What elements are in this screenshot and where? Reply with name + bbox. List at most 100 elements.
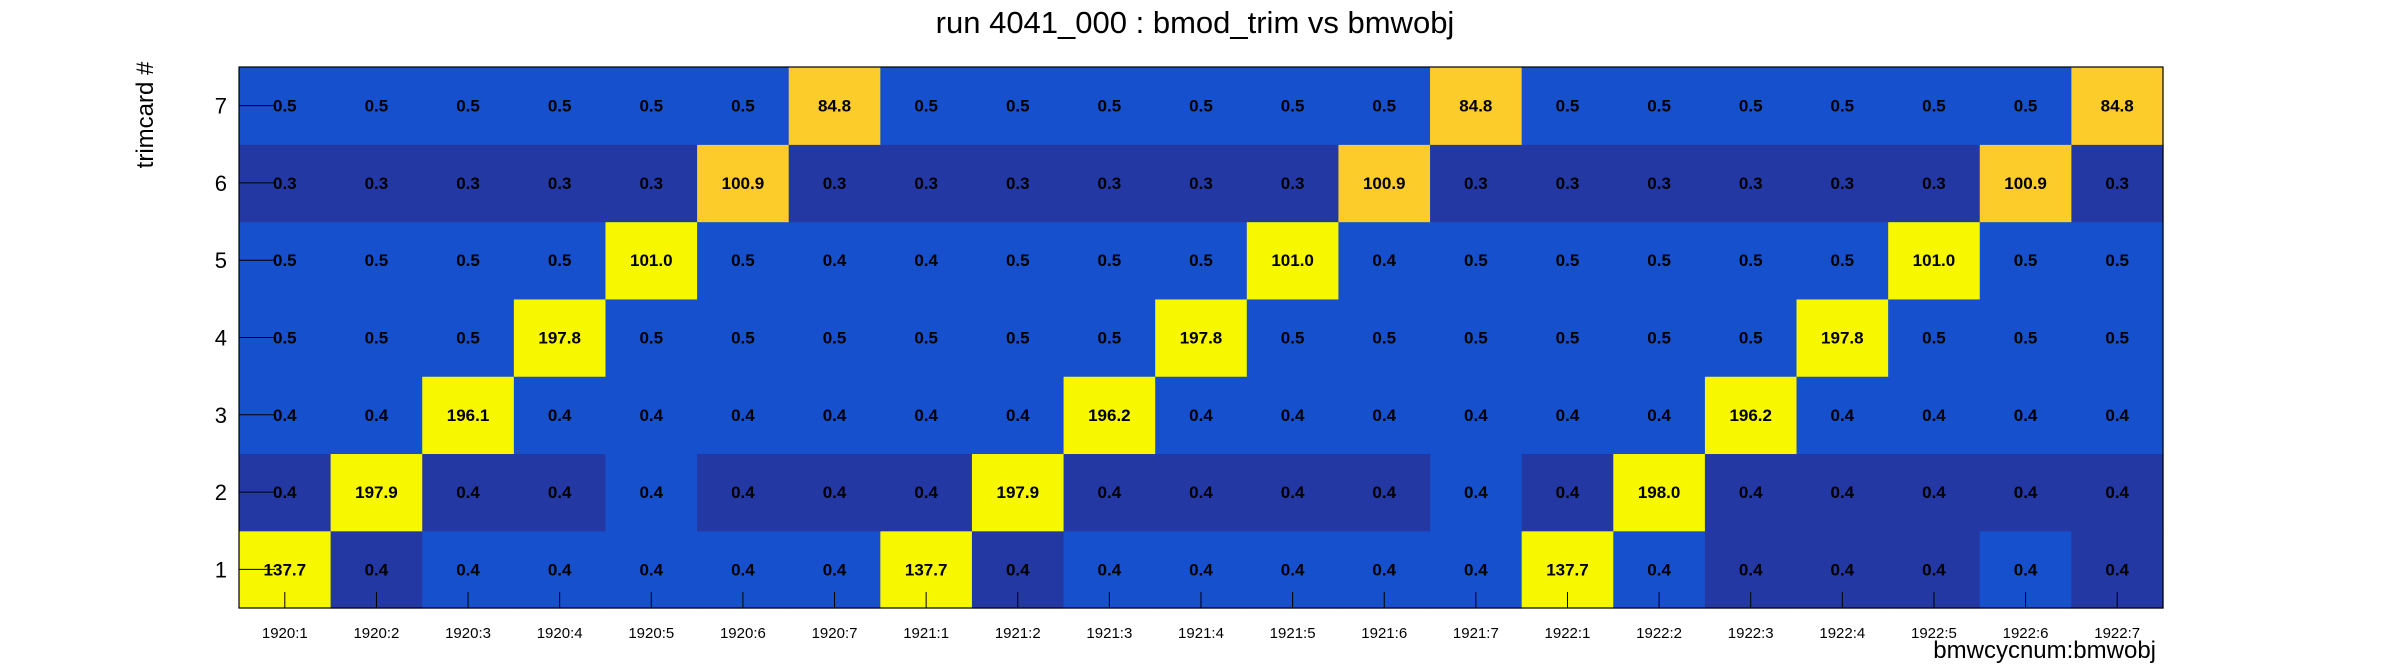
heatmap-cell — [697, 376, 790, 455]
cell-value-label: 0.4 — [1831, 483, 1855, 502]
cell-value-label: 0.5 — [639, 329, 663, 348]
cell-value-label: 0.4 — [731, 560, 755, 579]
heatmap-cell — [1979, 144, 2072, 223]
heatmap-cell — [1063, 67, 1156, 145]
cell-value-label: 0.5 — [548, 251, 572, 270]
cell-value-label: 0.5 — [1464, 329, 1488, 348]
cell-value-label: 0.3 — [1647, 174, 1671, 193]
cell-value-label: 0.4 — [914, 251, 938, 270]
x-tick-label: 1920:7 — [812, 625, 858, 642]
cell-value-label: 101.0 — [1271, 251, 1314, 270]
cell-value-label: 0.5 — [1831, 97, 1855, 116]
heatmap-cell — [1246, 144, 1340, 223]
heatmap-cell — [1430, 144, 1523, 223]
x-tick-label: 1920:6 — [720, 625, 766, 642]
y-tick-label: 5 — [215, 248, 227, 273]
cell-value-label: 197.8 — [538, 329, 581, 348]
cell-value-label: 0.4 — [1922, 483, 1946, 502]
x-tick-label: 1922:6 — [2003, 625, 2049, 642]
cell-value-label: 0.4 — [1189, 483, 1213, 502]
cell-value-label: 137.7 — [905, 560, 948, 579]
cell-value-label: 0.5 — [2014, 329, 2038, 348]
cell-value-label: 0.4 — [456, 560, 480, 579]
cell-value-label: 0.4 — [548, 483, 572, 502]
cell-value-label: 0.5 — [731, 251, 755, 270]
cell-value-label: 196.2 — [1729, 406, 1772, 425]
heatmap-cell — [1155, 67, 1248, 145]
heatmap-cell — [1796, 453, 1889, 532]
cell-value-label: 0.5 — [548, 97, 572, 116]
heatmap-cell — [1704, 376, 1798, 455]
heatmap-cell — [1521, 67, 1614, 145]
heatmap-cell — [330, 453, 423, 532]
cell-value-label: 84.8 — [1459, 97, 1492, 116]
cell-value-label: 0.4 — [639, 406, 663, 425]
cell-value-label: 0.4 — [639, 483, 663, 502]
heatmap-cell — [1155, 144, 1248, 223]
cell-value-label: 197.8 — [1180, 329, 1223, 348]
cell-value-label: 0.4 — [1556, 483, 1580, 502]
cell-value-label: 0.4 — [273, 483, 297, 502]
heatmap-cell — [971, 376, 1065, 455]
heatmap-cell — [1521, 221, 1614, 300]
heatmap-cell — [1155, 453, 1248, 532]
cell-value-label: 0.3 — [548, 174, 572, 193]
heatmap-cell — [1521, 144, 1614, 223]
heatmap-cell — [1796, 298, 1889, 377]
heatmap-cell — [697, 453, 790, 532]
cell-value-label: 0.5 — [914, 329, 938, 348]
cell-value-label: 0.5 — [273, 329, 297, 348]
heatmap-cell — [1979, 221, 2072, 300]
cell-value-label: 100.9 — [2004, 174, 2047, 193]
heatmap-cell — [513, 144, 607, 223]
cell-value-label: 0.5 — [1006, 329, 1030, 348]
heatmap-cell — [1430, 376, 1523, 455]
cell-value-label: 196.1 — [447, 406, 490, 425]
cell-value-label: 137.7 — [264, 560, 307, 579]
x-tick-label: 1920:5 — [628, 625, 674, 642]
cell-value-label: 0.5 — [1098, 97, 1122, 116]
heatmap-cell — [1063, 221, 1156, 300]
cell-value-label: 0.4 — [1464, 560, 1488, 579]
x-tick-label: 1921:7 — [1453, 625, 1499, 642]
cell-value-label: 0.5 — [456, 329, 480, 348]
heatmap-cell — [788, 453, 881, 532]
x-tick-label: 1921:4 — [1178, 625, 1224, 642]
cell-value-label: 0.5 — [1556, 251, 1580, 270]
cell-value-label: 0.3 — [1464, 174, 1488, 193]
cell-value-label: 0.4 — [1464, 483, 1488, 502]
cell-value-label: 84.8 — [818, 97, 851, 116]
cell-value-label: 0.5 — [1098, 251, 1122, 270]
cell-value-label: 0.4 — [456, 483, 480, 502]
y-tick-label: 2 — [215, 480, 227, 505]
heatmap-cell — [513, 453, 607, 532]
cell-value-label: 0.4 — [1281, 406, 1305, 425]
cell-value-label: 0.5 — [1922, 329, 1946, 348]
heatmap-cell — [1430, 221, 1523, 300]
heatmap-cell — [880, 144, 973, 223]
heatmap-cell — [1979, 67, 2072, 145]
cell-value-label: 101.0 — [1913, 251, 1956, 270]
heatmap-cell — [422, 298, 515, 377]
cell-value-label: 0.4 — [1739, 560, 1763, 579]
heatmap-cell — [605, 453, 698, 532]
heatmap-cell — [1430, 298, 1523, 377]
cell-value-label: 0.5 — [914, 97, 938, 116]
cell-value-label: 137.7 — [1546, 560, 1589, 579]
heatmap-cell — [971, 67, 1065, 145]
heatmap-cell — [880, 67, 973, 145]
cell-value-label: 0.5 — [365, 97, 389, 116]
cell-value-label: 0.5 — [365, 329, 389, 348]
heatmap-cell — [880, 376, 973, 455]
x-tick-label: 1922:7 — [2094, 625, 2140, 642]
heatmap-cell — [513, 376, 607, 455]
cell-value-label: 0.3 — [1831, 174, 1855, 193]
heatmap-cell — [1246, 221, 1340, 300]
heatmap-cell — [1796, 67, 1889, 145]
cell-value-label: 0.5 — [1189, 251, 1213, 270]
cell-value-label: 0.4 — [1372, 560, 1396, 579]
cell-value-label: 0.3 — [1098, 174, 1122, 193]
heatmap-cell — [1063, 144, 1156, 223]
heatmap-cell — [1888, 453, 1981, 532]
